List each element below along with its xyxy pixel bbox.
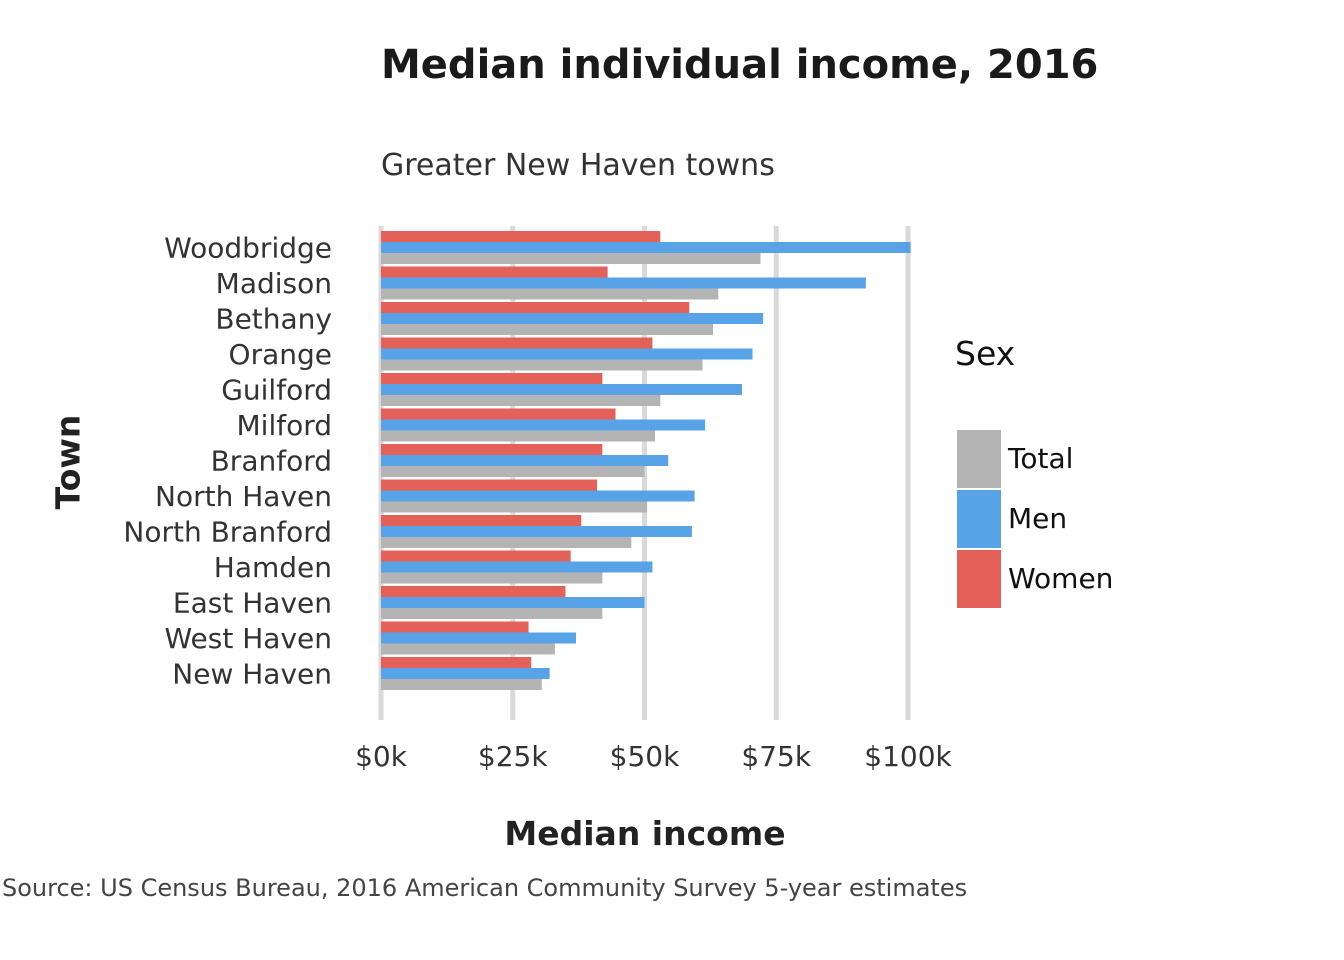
y-tick-label-guilford: Guilford xyxy=(221,374,332,407)
x-tick-label-75k: $75k xyxy=(741,740,811,773)
y-tick-label-east-haven: East Haven xyxy=(173,587,332,620)
bar-guilford-total xyxy=(381,395,661,406)
bar-north-branford-women xyxy=(381,515,582,526)
legend-title: Sex xyxy=(955,334,1016,373)
x-tick-label-50k: $50k xyxy=(610,740,680,773)
source-caption: Source: US Census Bureau, 2016 American … xyxy=(2,874,968,902)
bar-madison-total xyxy=(381,288,719,300)
legend-swatch-total xyxy=(957,430,1001,488)
bar-east-haven-men xyxy=(381,597,645,608)
bar-new-haven-total xyxy=(381,679,542,690)
bar-orange-women xyxy=(381,337,653,349)
y-tick-label-west-haven: West Haven xyxy=(165,622,333,655)
x-tick-label-25k: $25k xyxy=(478,740,548,773)
bar-new-haven-men xyxy=(381,668,550,679)
bar-branford-women xyxy=(381,444,603,455)
bar-east-haven-women xyxy=(381,586,566,597)
y-tick-label-north-branford: North Branford xyxy=(123,516,332,549)
bar-hamden-men xyxy=(381,561,653,573)
bar-bethany-total xyxy=(381,324,714,335)
y-tick-label-orange: Orange xyxy=(229,338,332,371)
legend-item-men: Men xyxy=(957,490,1197,548)
bar-north-branford-total xyxy=(381,537,632,548)
bar-east-haven-total xyxy=(381,608,603,619)
bar-woodbridge-men xyxy=(381,242,911,253)
x-tick-label-100k: $100k xyxy=(864,740,952,773)
bar-orange-men xyxy=(381,348,753,360)
bar-north-haven-men xyxy=(381,490,695,502)
bar-woodbridge-total xyxy=(381,253,761,264)
bar-milford-men xyxy=(381,419,706,431)
bar-milford-total xyxy=(381,430,656,442)
bar-branford-total xyxy=(381,466,645,477)
bar-madison-men xyxy=(381,277,866,289)
bar-west-haven-total xyxy=(381,643,555,655)
bar-branford-men xyxy=(381,455,669,466)
bar-madison-women xyxy=(381,266,608,278)
bar-north-branford-men xyxy=(381,526,692,537)
y-tick-label-branford: Branford xyxy=(211,445,332,478)
chart-title: Median individual income, 2016 xyxy=(381,42,1099,88)
y-tick-label-new-haven: New Haven xyxy=(172,658,332,691)
legend-label-total: Total xyxy=(1008,442,1074,475)
bar-milford-women xyxy=(381,408,616,420)
y-tick-label-milford: Milford xyxy=(237,409,333,442)
legend-item-total: Total xyxy=(957,430,1197,488)
bar-hamden-women xyxy=(381,550,571,562)
bar-hamden-total xyxy=(381,572,603,584)
bar-orange-total xyxy=(381,359,703,371)
bar-west-haven-men xyxy=(381,632,576,644)
chart-subtitle: Greater New Haven towns xyxy=(381,148,775,183)
bar-woodbridge-women xyxy=(381,231,661,242)
legend-item-women: Women xyxy=(957,550,1197,608)
bar-north-haven-women xyxy=(381,479,598,491)
x-tick-label-0k: $0k xyxy=(355,740,408,773)
legend-swatch-men xyxy=(957,490,1001,548)
legend-label-men: Men xyxy=(1008,502,1068,535)
legend-label-women: Women xyxy=(1008,562,1114,595)
y-tick-label-hamden: Hamden xyxy=(214,551,332,584)
x-axis-title: Median income xyxy=(504,814,786,853)
legend-swatch-women xyxy=(957,550,1001,608)
y-tick-label-north-haven: North Haven xyxy=(155,480,332,513)
bar-new-haven-women xyxy=(381,657,532,668)
y-tick-label-bethany: Bethany xyxy=(215,303,332,336)
bar-guilford-men xyxy=(381,384,742,395)
y-tick-label-woodbridge: Woodbridge xyxy=(164,232,332,265)
bar-bethany-women xyxy=(381,302,690,313)
bar-guilford-women xyxy=(381,373,603,384)
bar-north-haven-total xyxy=(381,501,648,513)
y-tick-label-madison: Madison xyxy=(216,267,332,300)
bar-west-haven-women xyxy=(381,621,529,633)
bar-bethany-men xyxy=(381,313,764,324)
